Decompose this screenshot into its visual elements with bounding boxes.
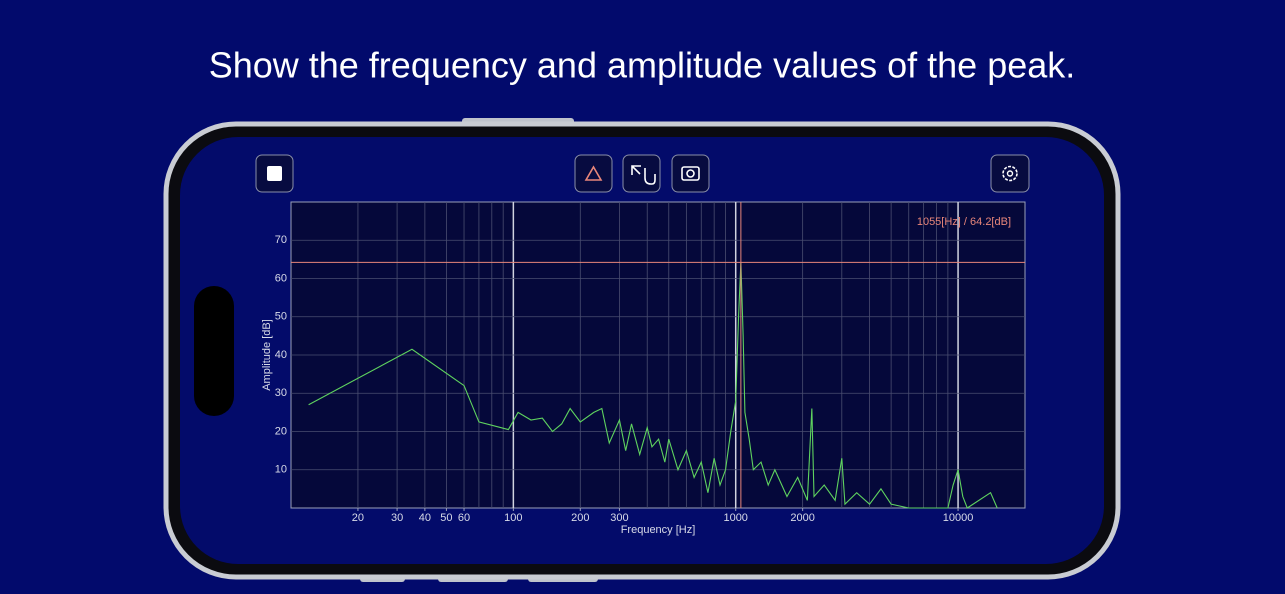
y-tick-label: 70 bbox=[275, 234, 287, 246]
peak-button[interactable] bbox=[574, 154, 613, 193]
zoom-button[interactable] bbox=[622, 154, 661, 193]
y-tick-label: 30 bbox=[275, 387, 287, 399]
settings-button[interactable] bbox=[990, 154, 1030, 193]
x-tick-label: 40 bbox=[419, 512, 431, 524]
peak-label: 1055[Hz] / 64.2[dB] bbox=[917, 216, 1011, 228]
y-tick-label: 60 bbox=[275, 272, 287, 284]
caption: Show the frequency and amplitude values … bbox=[209, 45, 1076, 86]
x-tick-label: 300 bbox=[610, 512, 628, 524]
camera-button[interactable] bbox=[671, 154, 710, 193]
x-tick-label: 1000 bbox=[723, 512, 747, 524]
x-tick-label: 60 bbox=[458, 512, 470, 524]
x-axis-label: Frequency [Hz] bbox=[621, 524, 696, 536]
y-tick-label: 10 bbox=[275, 464, 287, 476]
x-tick-label: 50 bbox=[440, 512, 452, 524]
y-tick-label: 50 bbox=[275, 311, 287, 323]
y-tick-label: 40 bbox=[275, 349, 287, 361]
y-tick-label: 20 bbox=[275, 425, 287, 437]
x-tick-label: 2000 bbox=[790, 512, 814, 524]
x-tick-label: 10000 bbox=[943, 512, 974, 524]
x-tick-label: 100 bbox=[504, 512, 522, 524]
x-tick-label: 200 bbox=[571, 512, 589, 524]
spectrum-line bbox=[308, 262, 998, 509]
stop-button[interactable] bbox=[255, 154, 294, 193]
x-tick-label: 20 bbox=[352, 512, 364, 524]
x-tick-label: 30 bbox=[391, 512, 403, 524]
dynamic-island bbox=[194, 286, 234, 416]
y-axis-label: Amplitude [dB] bbox=[261, 319, 273, 391]
